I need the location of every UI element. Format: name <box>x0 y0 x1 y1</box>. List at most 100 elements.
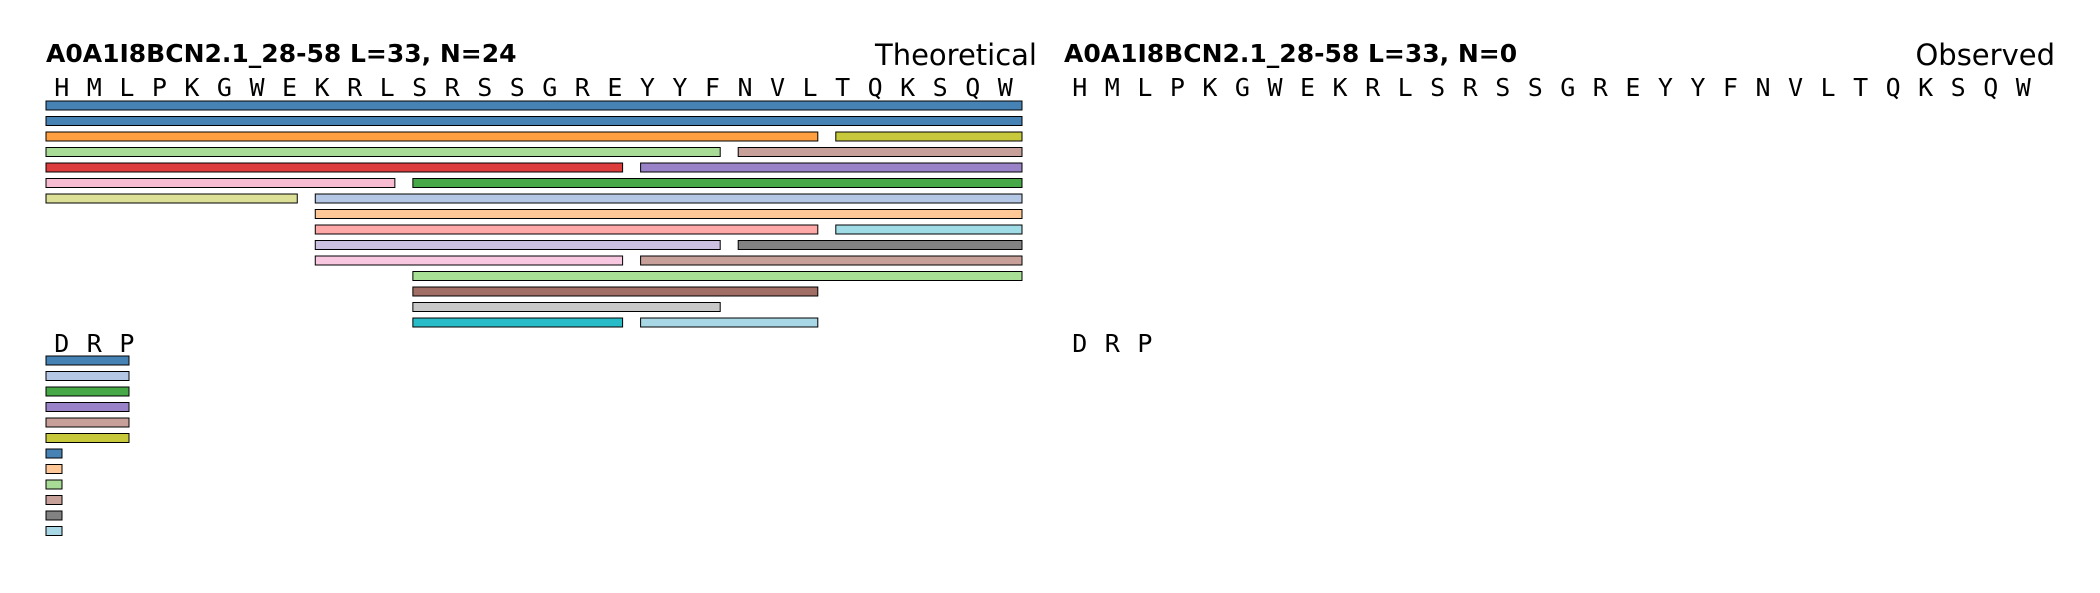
tail-residue: P <box>1137 329 1152 358</box>
sequence-residue: L <box>380 73 395 102</box>
sequence-residue: W <box>2016 73 2032 102</box>
peptide-segment <box>412 317 624 328</box>
sequence-residue: M <box>1105 73 1120 102</box>
sequence-residue: Y <box>1658 73 1673 102</box>
panel-title: A0A1I8BCN2.1_28-58 L=33, N=0 <box>1064 39 1517 68</box>
sequence-residue: V <box>770 73 785 102</box>
tail-segment <box>45 479 63 490</box>
sequence-residue: S <box>1495 73 1510 102</box>
tail-segment <box>45 433 130 443</box>
tail-residue: R <box>87 329 103 358</box>
sequence-residue: M <box>87 73 102 102</box>
peptide-segment <box>314 240 721 250</box>
sequence-residue: R <box>1365 73 1381 102</box>
sequence-residue: W <box>249 73 265 102</box>
sequence-residue: K <box>1918 73 1933 102</box>
tail-segment <box>45 417 130 428</box>
sequence-residue: K <box>1333 73 1348 102</box>
panel-title: A0A1I8BCN2.1_28-58 L=33, N=24 <box>46 39 516 68</box>
sequence-residue: S <box>510 73 525 102</box>
peptide-segment <box>412 302 721 312</box>
sequence-residue: W <box>998 73 1014 102</box>
sequence-residue: S <box>1528 73 1543 102</box>
panel-kind-label: Observed <box>1915 38 2055 72</box>
peptide-segment <box>412 286 819 297</box>
sequence-residue: L <box>1137 73 1152 102</box>
sequence-residue: Q <box>965 73 980 102</box>
sequence-residue: E <box>607 73 622 102</box>
sequence-residue: F <box>705 73 720 102</box>
tail-segment <box>45 526 63 536</box>
sequence-residue: R <box>347 73 363 102</box>
tail-segment <box>45 371 130 381</box>
tail-segment <box>45 402 130 412</box>
sequence-residue: F <box>1723 73 1738 102</box>
sequence-residue: Q <box>1983 73 1998 102</box>
sequence-residue: G <box>217 73 232 102</box>
sequence-residue: P <box>152 73 167 102</box>
tail-segment <box>45 355 130 366</box>
peptide-segment <box>412 178 1023 188</box>
sequence-residue: L <box>803 73 818 102</box>
peptide-segment <box>45 147 721 157</box>
peptide-segment <box>314 224 819 235</box>
tail-segment <box>45 495 63 505</box>
peptide-segment <box>640 162 1023 173</box>
sequence-residue: S <box>1430 73 1445 102</box>
sequence-residue: S <box>1951 73 1966 102</box>
sequence-residue: W <box>1267 73 1283 102</box>
sequence-residue: Y <box>672 73 687 102</box>
peptide-segment <box>737 240 1023 250</box>
sequence-residue: V <box>1788 73 1803 102</box>
tail-segment <box>45 510 63 521</box>
peptide-segment <box>45 178 396 188</box>
peptide-segment <box>412 271 1023 281</box>
sequence-residue: R <box>445 73 461 102</box>
sequence-residue: H <box>54 73 69 102</box>
sequence-residue: K <box>1202 73 1217 102</box>
sequence-residue: E <box>282 73 297 102</box>
sequence-residue: G <box>1560 73 1575 102</box>
sequence-residue: Y <box>640 73 655 102</box>
peptide-segment <box>835 131 1023 142</box>
sequence-residue: L <box>1398 73 1413 102</box>
sequence-residue: Y <box>1690 73 1705 102</box>
panel-kind-label: Theoretical <box>874 38 1037 72</box>
peptide-segment <box>45 131 819 142</box>
peptide-segment <box>314 209 1023 219</box>
sequence-residue: E <box>1300 73 1315 102</box>
tail-residue: D <box>1072 329 1087 358</box>
peptide-segment <box>835 224 1023 235</box>
sequence-residue: S <box>412 73 427 102</box>
peptide-segment <box>314 193 1023 204</box>
sequence-residue: K <box>184 73 199 102</box>
sequence-residue: K <box>900 73 915 102</box>
peptide-segment <box>737 147 1023 157</box>
tail-residue: P <box>119 329 134 358</box>
sequence-residue: N <box>737 73 752 102</box>
peptide-segment <box>640 317 819 328</box>
tail-residue: R <box>1105 329 1121 358</box>
tail-residue: D <box>54 329 69 358</box>
sequence-residue: H <box>1072 73 1087 102</box>
sequence-residue: L <box>1821 73 1836 102</box>
sequence-residue: N <box>1755 73 1770 102</box>
sequence-residue: R <box>575 73 591 102</box>
peptide-segment <box>314 255 624 266</box>
sequence-residue: S <box>477 73 492 102</box>
sequence-residue: E <box>1625 73 1640 102</box>
sequence-residue: K <box>315 73 330 102</box>
tail-segment <box>45 464 63 474</box>
peptide-segment <box>45 100 1023 111</box>
sequence-residue: P <box>1170 73 1185 102</box>
sequence-residue: R <box>1463 73 1479 102</box>
peptide-segment <box>640 255 1023 266</box>
peptide-segment <box>45 162 624 173</box>
sequence-residue: L <box>119 73 134 102</box>
sequence-residue: T <box>835 73 850 102</box>
sequence-residue: R <box>1593 73 1609 102</box>
sequence-residue: Q <box>1886 73 1901 102</box>
sequence-residue: G <box>542 73 557 102</box>
sequence-residue: S <box>933 73 948 102</box>
